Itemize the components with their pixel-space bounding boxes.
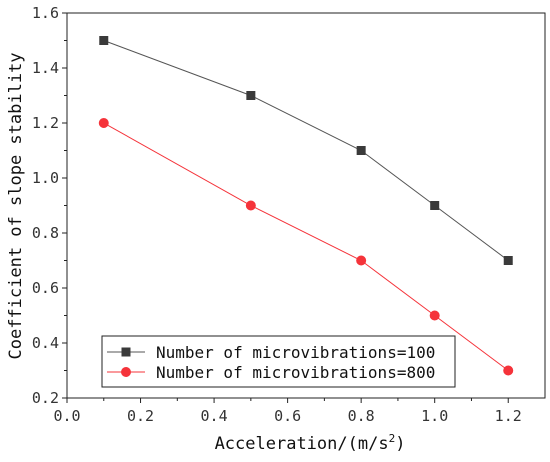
series-line-1 (103, 40, 509, 261)
x-tick-label: 0.4 (201, 407, 228, 425)
series-1-point (356, 146, 366, 155)
y-tick-label: 0.6 (32, 279, 59, 297)
x-tick-label: 1.2 (495, 407, 522, 425)
x-tick-label: 0.0 (53, 407, 80, 425)
series-1-point (246, 91, 256, 100)
x-axis-title: Acceleration/(m/s2) (215, 432, 406, 454)
x-tick-label: 0.8 (348, 407, 375, 425)
series-1-point (430, 201, 440, 210)
series-line-2 (103, 122, 509, 371)
legend-marker-series-2 (121, 367, 131, 377)
y-tick-label: 1.6 (32, 4, 59, 22)
series-1-point (503, 256, 513, 265)
legend-marker-series-1 (121, 347, 131, 357)
legend-label-series-1: Number of microvibrations=100 (156, 343, 435, 362)
y-tick-label: 1.4 (32, 59, 59, 77)
series-2-point (429, 310, 440, 321)
y-tick-label: 0.2 (32, 389, 59, 407)
series-2-point (245, 200, 256, 211)
axes: 0.0 0.2 0.4 0.6 0.8 1.0 1.20.20.40.60.81.01.21… (32, 4, 546, 425)
series-1-point (99, 36, 109, 45)
x-tick-label: 0.6 (274, 407, 301, 425)
x-tick-label: 0.2 (127, 407, 154, 425)
legend-box (101, 335, 456, 388)
x-tick-label: 1.0 (421, 407, 448, 425)
series-2-point (503, 365, 514, 376)
series-2-point (356, 255, 367, 266)
y-tick-label: 0.8 (32, 224, 59, 242)
legend-label-series-2: Number of microvibrations=800 (156, 363, 435, 382)
y-tick-label: 1.2 (32, 114, 59, 132)
series-2-point (98, 118, 109, 128)
y-axis-title: Coefficient of slope stability (6, 52, 26, 359)
y-tick-label: 1.0 (32, 169, 59, 187)
series-layer (98, 36, 514, 376)
y-tick-label: 0.4 (32, 334, 59, 352)
legend: Number of microvibrations=100 Number of … (101, 335, 456, 388)
